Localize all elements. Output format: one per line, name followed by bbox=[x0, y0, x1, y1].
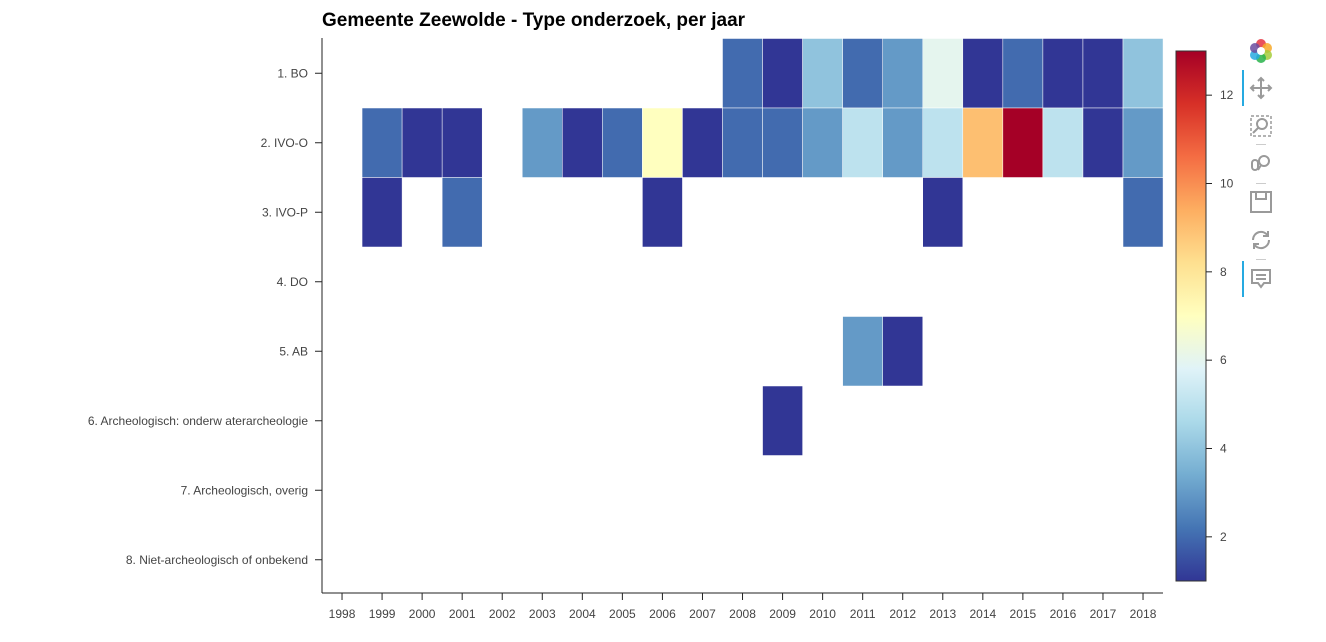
reset-icon[interactable] bbox=[1246, 225, 1276, 255]
heatmap-cell-2012-2 bbox=[882, 107, 924, 178]
chart-title: Gemeente Zeewolde - Type onderzoek, per … bbox=[322, 10, 746, 31]
heatmap-cell-1999-2 bbox=[361, 107, 403, 178]
box-zoom-icon[interactable] bbox=[1246, 111, 1276, 141]
heatmap-cell-2009-2 bbox=[762, 107, 803, 178]
x-tick-label: 2018 bbox=[1130, 607, 1157, 621]
heatmap-cell-2000-2 bbox=[401, 107, 443, 178]
x-tick-label: 2006 bbox=[649, 607, 676, 621]
colorbar-tick-label: 4 bbox=[1220, 442, 1227, 456]
chart-toolbar bbox=[1240, 36, 1284, 306]
heatmap-cell-2014-1 bbox=[962, 38, 1004, 109]
heatmap-cell-2010-2 bbox=[802, 107, 843, 178]
y-tick-label: 3. IVO-P bbox=[262, 205, 308, 219]
heatmap-cell-2008-2 bbox=[722, 107, 763, 178]
x-tick-label: 2000 bbox=[409, 607, 436, 621]
colorbar-tick-label: 2 bbox=[1220, 530, 1227, 544]
colorbar-tick-label: 6 bbox=[1220, 353, 1227, 367]
x-tick-label: 2017 bbox=[1090, 607, 1117, 621]
y-tick-label: 5. AB bbox=[279, 344, 308, 358]
x-tick-label: 2009 bbox=[769, 607, 796, 621]
heatmap-cell-2008-1 bbox=[722, 38, 763, 109]
x-tick-label: 1998 bbox=[329, 607, 356, 621]
heatmap-cell-2001-3 bbox=[441, 177, 483, 248]
heatmap-cell-2017-1 bbox=[1082, 38, 1124, 109]
heatmap-cell-2010-1 bbox=[802, 38, 843, 109]
heatmap-cell-2013-3 bbox=[922, 177, 964, 248]
x-tick-label: 2014 bbox=[969, 607, 996, 621]
heatmap-cell-2005-2 bbox=[602, 107, 643, 178]
colorbar-tick-label: 10 bbox=[1220, 177, 1234, 191]
hover-active-indicator bbox=[1242, 261, 1244, 297]
colorbar-tick-label: 8 bbox=[1220, 265, 1227, 279]
y-tick-label: 6. Archeologisch: onderw aterarcheologie bbox=[88, 414, 308, 428]
heatmap-cell-2001-2 bbox=[441, 107, 483, 178]
heatmap-cell-2006-2 bbox=[642, 107, 683, 178]
heatmap-cell-2018-3 bbox=[1122, 177, 1164, 248]
x-tick-label: 2011 bbox=[850, 607, 876, 621]
x-tick-label: 2010 bbox=[809, 607, 836, 621]
heatmap-cell-2003-2 bbox=[522, 107, 563, 178]
heatmap-cell-2016-2 bbox=[1042, 107, 1084, 178]
wheel-zoom-icon[interactable] bbox=[1246, 149, 1276, 179]
x-tick-label: 2002 bbox=[489, 607, 516, 621]
heatmap-cell-2017-2 bbox=[1082, 107, 1124, 178]
colorbar: 2 4 6 8 10 12 bbox=[1175, 50, 1234, 582]
x-tick-label: 2005 bbox=[609, 607, 636, 621]
heatmap-cell-2015-2 bbox=[1002, 107, 1044, 178]
x-tick-label: 2013 bbox=[929, 607, 956, 621]
heatmap-cell-2014-2 bbox=[962, 107, 1004, 178]
toolbar-separator bbox=[1256, 259, 1266, 260]
heatmap-cell-2007-2 bbox=[682, 107, 723, 178]
x-tick-label: 2007 bbox=[689, 607, 716, 621]
heatmap-cell-2004-2 bbox=[562, 107, 603, 178]
heatmap-cell-2012-5 bbox=[882, 316, 924, 387]
bokeh-logo-icon[interactable] bbox=[1246, 36, 1276, 66]
toolbar-separator bbox=[1256, 183, 1266, 184]
heatmap-cell-2009-1 bbox=[762, 38, 803, 109]
toolbar-separator bbox=[1256, 144, 1266, 145]
hover-icon[interactable] bbox=[1246, 264, 1276, 294]
y-tick-label: 2. IVO-O bbox=[261, 136, 308, 150]
x-tick-label: 2003 bbox=[529, 607, 556, 621]
x-tick-label: 2001 bbox=[449, 607, 476, 621]
x-tick-label: 2016 bbox=[1050, 607, 1077, 621]
heatmap-cell-2015-1 bbox=[1002, 38, 1044, 109]
x-tick-label: 2004 bbox=[569, 607, 596, 621]
colorbar-gradient bbox=[1175, 50, 1207, 582]
heatmap-cell-2011-2 bbox=[842, 107, 883, 178]
heatmap-cell-2018-2 bbox=[1122, 107, 1164, 178]
y-tick-label: 4. DO bbox=[277, 275, 308, 289]
heatmap-cell-2013-2 bbox=[922, 107, 964, 178]
x-tick-label: 1999 bbox=[369, 607, 396, 621]
heatmap-cell-2006-3 bbox=[642, 177, 683, 248]
x-tick-label: 2015 bbox=[1010, 607, 1037, 621]
pan-active-indicator bbox=[1242, 70, 1244, 106]
y-axis-ticks: 1. BO 2. IVO-O 3. IVO-P 4. DO 5. AB 6. Archeo… bbox=[88, 66, 322, 567]
heatmap-cell-2011-5 bbox=[842, 316, 883, 387]
x-axis-ticks: 1998 1999 2000 2001 2002 2003 2004 2005 2006 2007… bbox=[329, 593, 1157, 621]
heatmap-cell-2012-1 bbox=[882, 38, 924, 109]
heatmap-cell-2011-1 bbox=[842, 38, 883, 109]
x-tick-label: 2008 bbox=[729, 607, 756, 621]
heatmap-cell-2009-6 bbox=[762, 385, 803, 456]
heatmap-cell-2018-1 bbox=[1122, 38, 1164, 109]
save-icon[interactable] bbox=[1246, 187, 1276, 217]
x-tick-label: 2012 bbox=[889, 607, 916, 621]
y-tick-label: 7. Archeologisch, overig bbox=[181, 483, 308, 497]
pan-icon[interactable] bbox=[1246, 73, 1276, 103]
heatmap-cell-2016-1 bbox=[1042, 38, 1084, 109]
heatmap-cell-1999-3 bbox=[361, 177, 403, 248]
y-tick-label: 8. Niet-archeologisch of onbekend bbox=[126, 553, 308, 567]
heatmap-cells bbox=[361, 38, 1164, 456]
heatmap-cell-2013-1 bbox=[922, 38, 964, 109]
y-tick-label: 1. BO bbox=[277, 66, 308, 80]
colorbar-tick-label: 12 bbox=[1220, 88, 1234, 102]
